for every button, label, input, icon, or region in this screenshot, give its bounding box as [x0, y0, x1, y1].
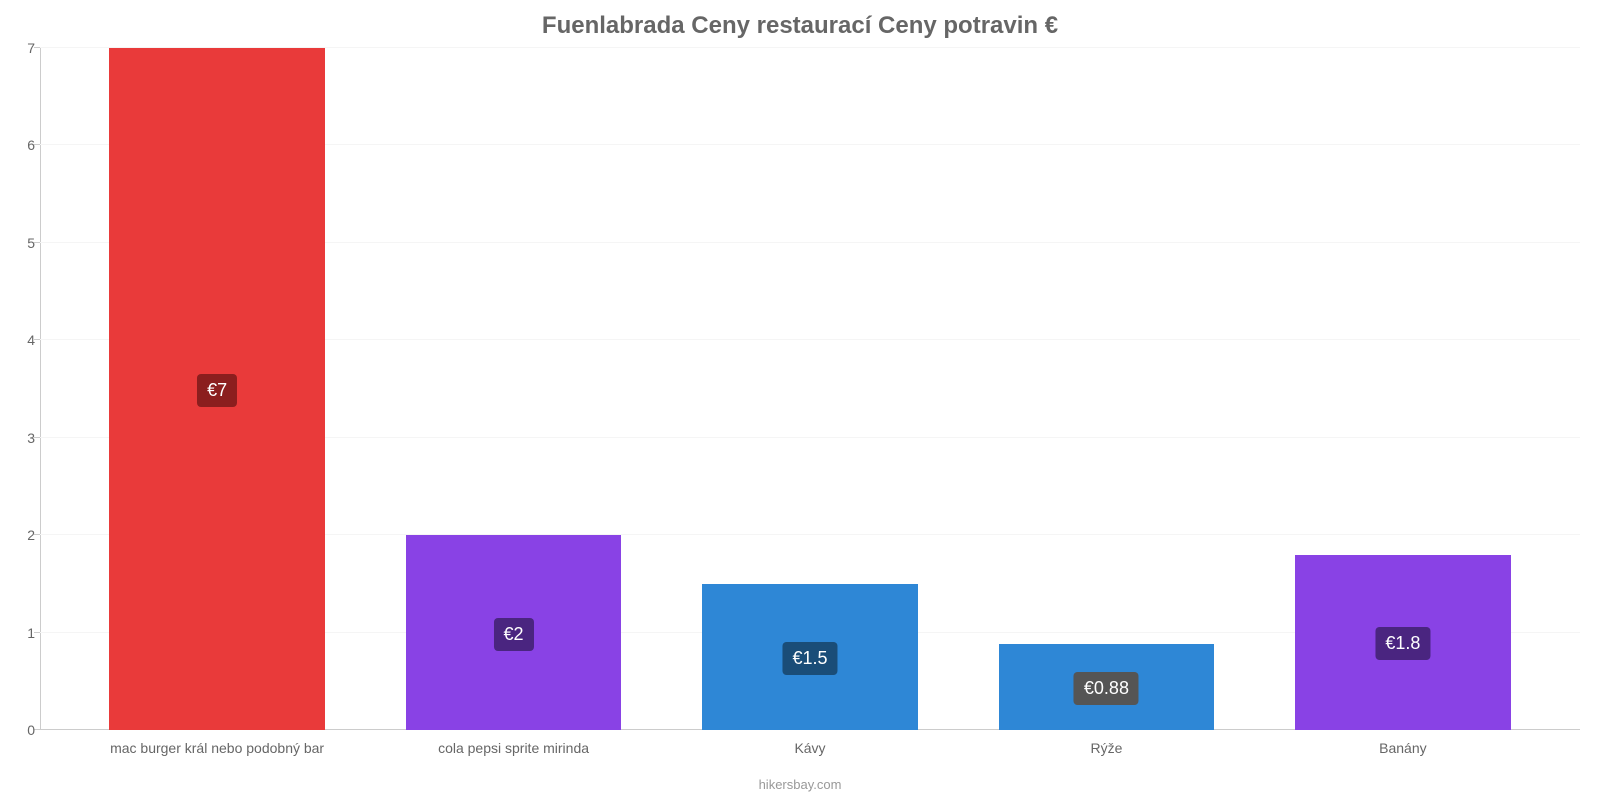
- value-label: €1.5: [782, 642, 837, 675]
- value-label: €2: [494, 618, 534, 651]
- y-tick-label: 3: [10, 430, 35, 446]
- bar: €0.88: [999, 644, 1215, 730]
- x-axis-label: Banány: [1379, 740, 1426, 756]
- y-tick-label: 1: [10, 625, 35, 641]
- chart-title: Fuenlabrada Ceny restaurací Ceny potravi…: [0, 0, 1600, 48]
- x-axis-label: cola pepsi sprite mirinda: [438, 740, 589, 756]
- y-tick-label: 6: [10, 137, 35, 153]
- value-label: €1.8: [1375, 627, 1430, 660]
- x-axis-label: Rýže: [1090, 740, 1122, 756]
- value-label: €0.88: [1074, 672, 1139, 705]
- y-tick-label: 0: [10, 722, 35, 738]
- y-tick-label: 7: [10, 40, 35, 56]
- chart-container: Fuenlabrada Ceny restaurací Ceny potravi…: [0, 0, 1600, 800]
- bar: €2: [406, 535, 622, 730]
- y-tick-label: 5: [10, 235, 35, 251]
- bar: €1.8: [1295, 555, 1511, 730]
- bar: €7: [109, 48, 325, 730]
- plot-area: 01234567 €7€2€1.5€0.88€1.8: [40, 48, 1580, 730]
- bars-container: €7 €2 €1.5 €0.88 €1.8: [40, 48, 1580, 730]
- value-label: €7: [197, 374, 237, 407]
- x-axis-label: Kávy: [794, 740, 825, 756]
- attribution: hikersbay.com: [759, 777, 842, 792]
- y-tick-label: 2: [10, 527, 35, 543]
- bar: €1.5: [702, 584, 918, 730]
- y-tick-label: 4: [10, 332, 35, 348]
- x-axis-label: mac burger král nebo podobný bar: [110, 740, 324, 756]
